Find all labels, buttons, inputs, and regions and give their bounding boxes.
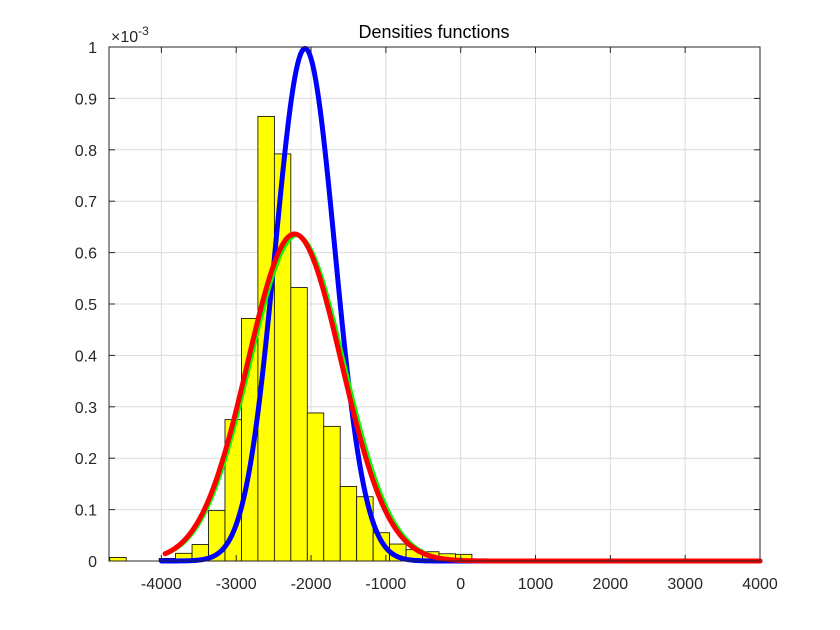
y-exponent-label: ×10-3 <box>111 24 149 46</box>
y-tick-label: 0.8 <box>75 143 97 160</box>
x-tick-label: -2000 <box>291 576 332 593</box>
y-tick-label: 0.2 <box>75 451 97 468</box>
x-tick-label: -3000 <box>216 576 257 593</box>
x-tick-label: 1000 <box>518 576 554 593</box>
y-exponent-base: ×10 <box>111 29 138 46</box>
x-tick-label: -1000 <box>365 576 406 593</box>
axis-ticks: -4000 -3000 -2000 -1000 0 1000 2000 3000 4000 0 0.… <box>75 40 778 593</box>
histogram-bar <box>109 557 127 562</box>
x-tick-label: -4000 <box>141 576 182 593</box>
histogram-bar <box>306 412 325 562</box>
histogram-bar <box>339 486 358 562</box>
y-exponent-power: -3 <box>138 24 149 38</box>
y-tick-label: 0 <box>88 554 97 571</box>
histogram-bar <box>323 425 341 562</box>
y-tick-label: 0.3 <box>75 400 97 417</box>
y-tick-label: 0.7 <box>75 194 97 211</box>
y-tick-label: 1 <box>88 40 97 57</box>
y-tick-label: 0.9 <box>75 91 97 108</box>
y-tick-label: 0.1 <box>75 503 97 520</box>
x-tick-label: 0 <box>456 576 465 593</box>
histogram-bar <box>290 287 308 562</box>
y-tick-label: 0.6 <box>75 246 97 263</box>
y-tick-label: 0.5 <box>75 297 97 314</box>
y-tick-label: 0.4 <box>75 348 97 365</box>
chart-title: Densities functions <box>358 22 509 42</box>
x-tick-label: 4000 <box>742 576 778 593</box>
grid <box>109 46 761 562</box>
x-tick-label: 3000 <box>667 576 703 593</box>
x-tick-label: 2000 <box>593 576 629 593</box>
